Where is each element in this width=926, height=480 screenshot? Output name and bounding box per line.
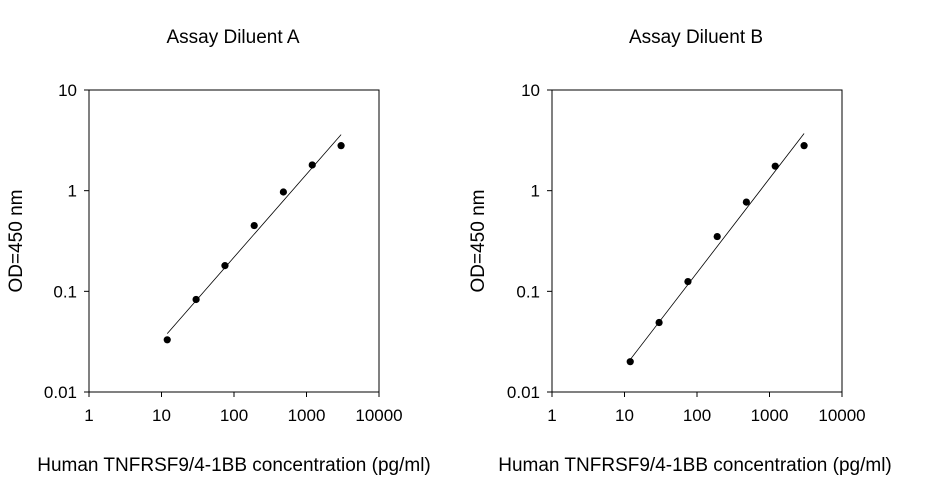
x-tick-label: 100 <box>220 406 248 425</box>
data-point <box>626 358 634 366</box>
data-point <box>742 198 750 206</box>
x-tick-label: 1 <box>84 406 93 425</box>
y-tick-label: 1 <box>531 182 540 201</box>
data-point <box>192 295 200 304</box>
data-point <box>337 142 345 150</box>
x-axis-label: Human TNFRSF9/4-1BB concentration (pg/ml… <box>498 455 892 476</box>
y-tick-label: 10 <box>58 81 77 100</box>
x-tick-label: 10 <box>152 406 171 425</box>
data-point <box>163 336 171 344</box>
x-tick-label: 10 <box>615 406 634 425</box>
data-point <box>684 277 692 286</box>
y-tick-label: 0.1 <box>516 282 540 301</box>
data-point <box>655 318 663 327</box>
x-axis-label: Human TNFRSF9/4-1BB concentration (pg/ml… <box>37 455 431 476</box>
data-point <box>279 188 287 196</box>
x-tick-label: 1000 <box>288 406 326 425</box>
y-tick-label: 0.1 <box>53 282 77 301</box>
chart-panel-b: Assay Diluent B OD=450 nm 1 10 100 1000 1000… <box>463 0 926 480</box>
plot-svg: 1 10 100 1000 10000 0.01 0.1 1 10 <box>507 81 866 425</box>
chart-panel-a: Assay Diluent A OD=450 nm 1 10 100 1000 1000… <box>6 27 431 476</box>
x-tick-label: 1 <box>547 406 556 425</box>
data-point <box>771 162 779 170</box>
plot-frame <box>551 89 843 393</box>
data-point <box>800 142 808 150</box>
chart-title: Assay Diluent B <box>628 27 764 48</box>
y-tick-label: 0.01 <box>507 383 540 402</box>
y-tick-label: 10 <box>521 81 540 100</box>
chart-title: Assay Diluent A <box>166 27 300 48</box>
x-tick-label: 100 <box>683 406 711 425</box>
data-point <box>713 232 721 241</box>
data-point <box>250 221 258 230</box>
data-point <box>221 262 229 270</box>
y-tick-label: 0.01 <box>44 383 77 402</box>
plot-svg: 1 10 100 1000 10000 0.01 0.1 1 10 <box>44 81 403 425</box>
plot-frame <box>88 89 380 393</box>
data-point <box>308 161 316 169</box>
x-tick-label: 1000 <box>751 406 789 425</box>
x-tick-label: 10000 <box>355 406 402 425</box>
y-tick-label: 1 <box>68 182 77 201</box>
x-tick-label: 10000 <box>818 406 865 425</box>
